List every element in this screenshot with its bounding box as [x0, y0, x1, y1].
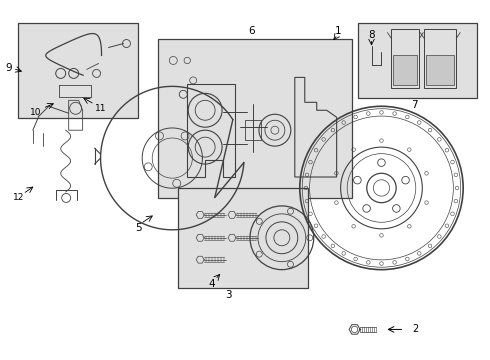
Text: 12: 12: [13, 193, 24, 202]
Polygon shape: [426, 55, 454, 85]
Text: 10: 10: [30, 108, 42, 117]
Text: 3: 3: [225, 289, 231, 300]
Bar: [358, 23, 477, 98]
Text: 11: 11: [95, 104, 106, 113]
Text: 7: 7: [411, 100, 417, 110]
Text: 8: 8: [368, 30, 375, 40]
Bar: [178, 188, 308, 288]
Text: 4: 4: [209, 279, 216, 289]
Text: 2: 2: [413, 324, 418, 334]
Text: 5: 5: [135, 223, 142, 233]
Bar: [158, 39, 352, 198]
Text: 6: 6: [248, 26, 255, 36]
Text: 1: 1: [334, 26, 341, 36]
Text: 9: 9: [5, 63, 12, 73]
Polygon shape: [393, 55, 417, 85]
Bar: [18, 23, 138, 118]
